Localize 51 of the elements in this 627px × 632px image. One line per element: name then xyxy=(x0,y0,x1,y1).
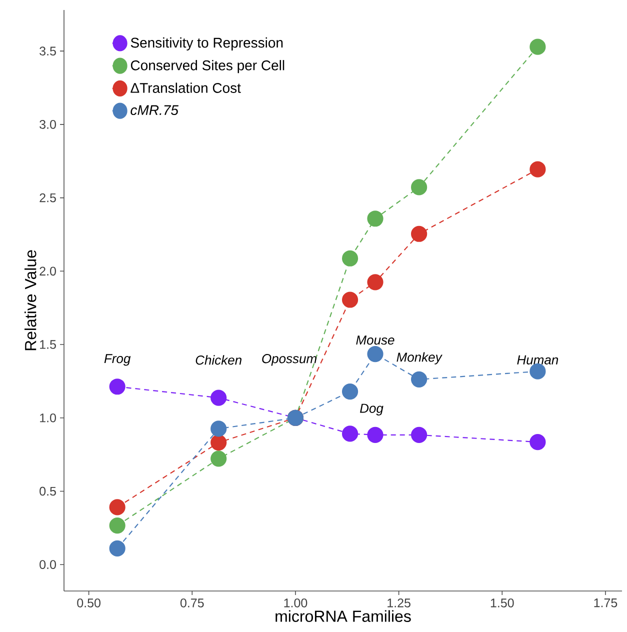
annotation: Frog xyxy=(104,354,131,366)
y-tick-label: 2.5 xyxy=(40,193,56,202)
point xyxy=(210,390,227,406)
y-tick-label: 2.0 xyxy=(40,266,56,276)
point xyxy=(109,378,126,395)
point xyxy=(109,518,126,534)
point xyxy=(210,434,227,451)
x-tick-label: 1.25 xyxy=(388,598,410,608)
legend-label: ΔTranslation Cost xyxy=(130,82,241,93)
point xyxy=(109,499,126,516)
point xyxy=(530,38,546,55)
x-tick-label: 1.75 xyxy=(594,598,618,608)
annotation: Mouse xyxy=(356,336,394,345)
legend-label: Conserved Sites per Cell xyxy=(130,60,284,74)
x-tick-label: 1.50 xyxy=(490,598,514,608)
y-tick-label: 0.0 xyxy=(40,560,56,570)
annotation: Human xyxy=(517,355,558,364)
x-tick-label: 1.00 xyxy=(284,598,308,608)
y-tick-label: 3.0 xyxy=(40,120,56,129)
x-axis-title: microRNA Families xyxy=(276,610,411,622)
point xyxy=(411,179,428,196)
y-tick-label: 1.5 xyxy=(40,340,56,349)
point xyxy=(342,292,358,308)
annotation: Monkey xyxy=(396,352,442,364)
legend-label: Sensitivity to Repression xyxy=(130,37,283,50)
point xyxy=(530,434,546,450)
point xyxy=(342,250,358,266)
legend-label: cMR.75 xyxy=(130,105,179,116)
annotation: Chicken xyxy=(196,355,242,365)
point xyxy=(530,363,546,380)
point xyxy=(367,274,384,290)
point xyxy=(342,426,358,442)
x-tick-label: 0.50 xyxy=(77,598,100,608)
y-tick-label: 0.5 xyxy=(40,486,56,496)
point xyxy=(210,420,227,437)
point xyxy=(367,426,384,443)
point xyxy=(367,210,384,227)
y-tick-label: 1.0 xyxy=(40,413,56,422)
point xyxy=(411,226,428,242)
x-tick-label: 0.75 xyxy=(180,598,204,608)
point xyxy=(367,346,384,362)
y-tick-label: 3.5 xyxy=(40,46,56,56)
point xyxy=(109,540,126,557)
point xyxy=(210,450,227,467)
point xyxy=(411,426,428,443)
point xyxy=(411,371,428,388)
point xyxy=(530,161,546,178)
point xyxy=(342,384,358,400)
annotation: Dog xyxy=(360,404,384,416)
annotation: Opossum xyxy=(262,354,316,366)
y-axis-title: Relative Value xyxy=(24,250,36,350)
